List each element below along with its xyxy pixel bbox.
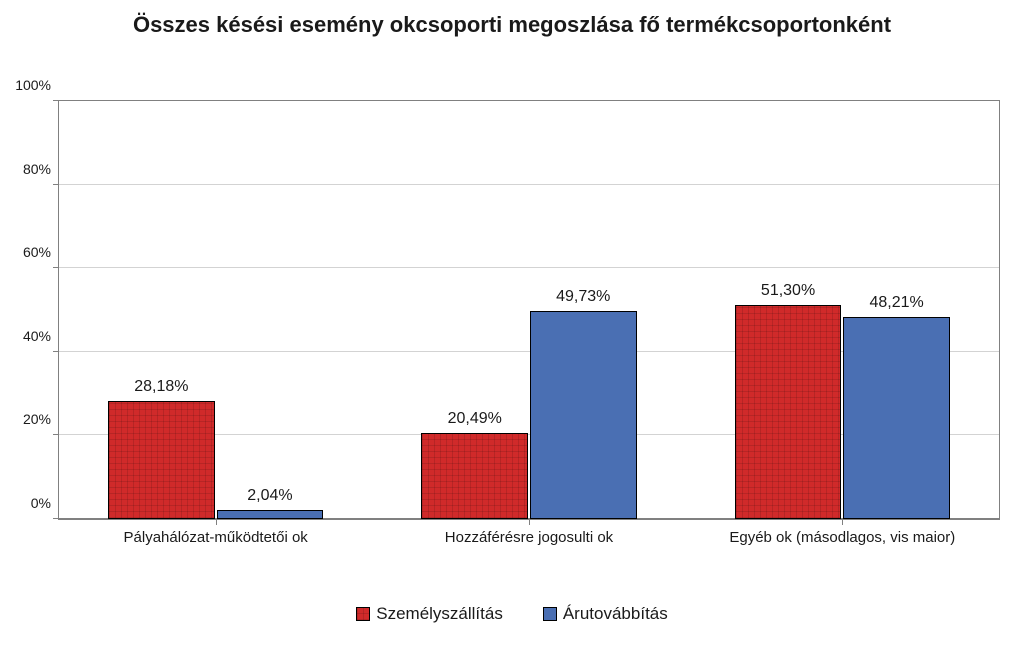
xtick-label: Egyéb ok (másodlagos, vis maior) <box>729 519 955 546</box>
bar-value-label: 2,04% <box>247 487 292 511</box>
plot-area: 0%20%40%60%80%100%28,18%2,04%Pályahálóza… <box>58 100 1000 520</box>
ytick-label: 0% <box>31 495 59 511</box>
legend-swatch <box>543 607 557 621</box>
bar-group: 20,49%49,73%Hozzáférésre jogosulti ok <box>372 101 685 519</box>
legend-item: Árutovábbítás <box>543 604 668 624</box>
chart-title: Összes késési esemény okcsoporti megoszl… <box>0 0 1024 38</box>
legend-item: Személyszállítás <box>356 604 503 624</box>
ytick-label: 20% <box>23 411 59 427</box>
bar: 48,21% <box>843 317 950 519</box>
ytick-label: 60% <box>23 244 59 260</box>
xtick-label: Pályahálózat-működtetői ok <box>124 519 308 546</box>
bar: 49,73% <box>530 311 637 519</box>
bars: 20,49%49,73% <box>372 101 685 519</box>
bar-group: 51,30%48,21%Egyéb ok (másodlagos, vis ma… <box>686 101 999 519</box>
bar: 2,04% <box>217 510 324 519</box>
ytick-label: 80% <box>23 161 59 177</box>
legend: Személyszállítás Árutovábbítás <box>0 604 1024 624</box>
legend-label: Személyszállítás <box>376 604 503 624</box>
chart: Összes késési esemény okcsoporti megoszl… <box>0 0 1024 654</box>
ytick-label: 40% <box>23 328 59 344</box>
ytick-label: 100% <box>15 77 59 93</box>
bar-value-label: 48,21% <box>869 294 923 318</box>
bar-value-label: 49,73% <box>556 288 610 312</box>
bar-groups: 28,18%2,04%Pályahálózat-működtetői ok20,… <box>59 101 999 519</box>
bar-value-label: 51,30% <box>761 282 815 306</box>
legend-label: Árutovábbítás <box>563 604 668 624</box>
xtick-label: Hozzáférésre jogosulti ok <box>445 519 613 546</box>
bars: 28,18%2,04% <box>59 101 372 519</box>
bar: 51,30% <box>735 305 842 519</box>
bar: 28,18% <box>108 401 215 519</box>
bar-group: 28,18%2,04%Pályahálózat-működtetői ok <box>59 101 372 519</box>
bars: 51,30%48,21% <box>686 101 999 519</box>
bar-value-label: 28,18% <box>134 378 188 402</box>
bar-value-label: 20,49% <box>448 410 502 434</box>
legend-swatch <box>356 607 370 621</box>
bar: 20,49% <box>421 433 528 519</box>
